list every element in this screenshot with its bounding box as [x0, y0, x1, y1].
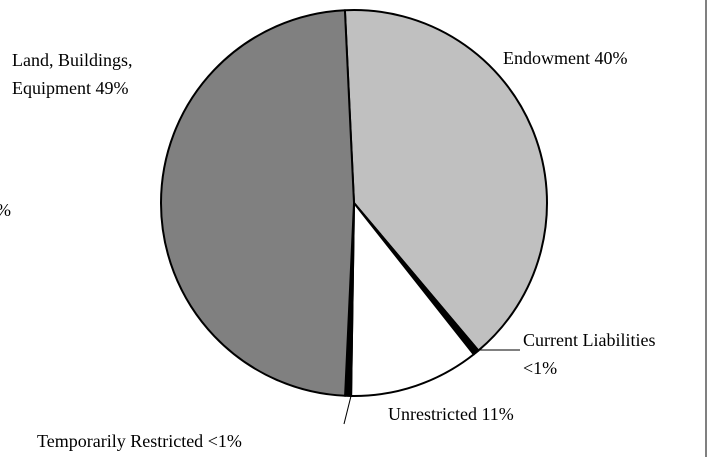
leader-line — [343, 395, 352, 425]
category: Current Liabilities — [523, 330, 656, 350]
pie-slice — [160, 9, 355, 397]
category: Endowment — [503, 48, 590, 68]
slice-label: Temporarily Restricted <1% — [37, 427, 357, 455]
value-label: 40% — [594, 48, 628, 68]
slice-label: Current Liabilities <1% — [523, 326, 663, 382]
value-label: 11% — [481, 404, 514, 424]
category: Unrestricted — [388, 404, 477, 424]
category: Land, Buildings, Equipment — [12, 50, 133, 98]
pie-slice — [350, 202, 475, 397]
slice-label: Endowment 40% — [503, 44, 703, 72]
slices — [160, 9, 548, 397]
slice-label: Unrestricted 11% — [388, 400, 588, 428]
slice-label: Land, Buildings, Equipment 49% — [12, 46, 202, 102]
pie-slice — [343, 9, 548, 352]
value-label: <1% — [207, 431, 242, 451]
annotation: % — [0, 196, 26, 224]
value-label: 49% — [95, 78, 129, 98]
value-label: <1% — [523, 358, 558, 378]
category: Temporarily Restricted — [37, 431, 204, 451]
